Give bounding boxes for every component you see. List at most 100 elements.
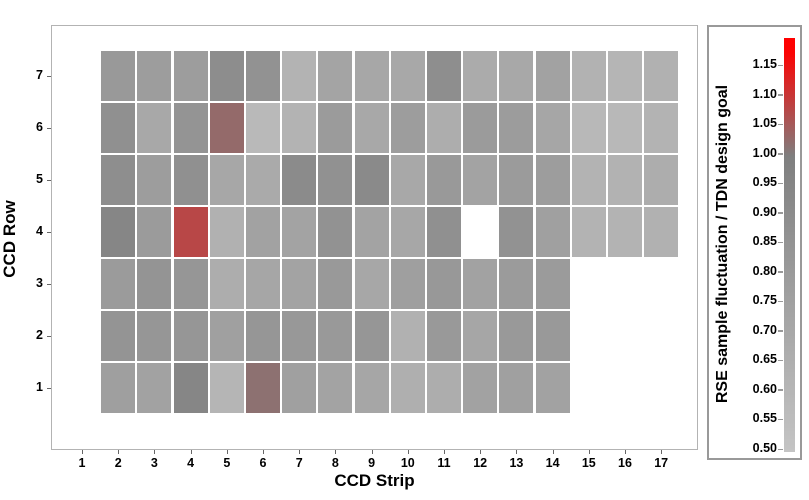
y-tick-mark [47,284,51,285]
heatmap-cell [354,155,389,205]
x-tick-label: 4 [187,456,195,470]
heatmap-cell [173,103,208,153]
y-tick-mark [47,180,51,181]
colorbar-tick-mark [778,418,783,421]
heatmap-cell [282,311,317,361]
y-tick-label: 1 [36,380,43,394]
heatmap-cell [101,51,136,101]
x-tick-label: 15 [581,456,596,470]
y-tick-label: 6 [36,120,43,134]
heatmap-cell [427,51,461,101]
heatmap-cell [318,259,353,309]
x-tick-mark [82,450,83,454]
x-tick-mark [625,450,626,454]
colorbar-tick-mark [778,448,783,451]
heatmap-cell [535,103,570,153]
colorbar-tick-mark [778,212,783,214]
heatmap-cell [209,51,244,101]
heatmap-cell [173,363,208,413]
heatmap-cell [282,155,317,205]
x-tick-mark [226,450,228,454]
colorbar-tick-label: 1.10 [752,86,777,101]
colorbar-tick-label: 0.55 [752,411,777,426]
heatmap-cell [101,103,136,153]
heatmap-cell [354,363,389,413]
heatmap-cell [209,207,244,257]
colorbar-tick-mark [778,123,783,126]
y-tick-mark [47,388,51,389]
heatmap-cell [644,103,679,153]
x-tick-label: 6 [259,456,267,470]
heatmap-cell [644,155,679,205]
heatmap-cell [390,259,425,309]
x-tick-label: 11 [437,456,451,470]
heatmap-cell [499,103,534,153]
colorbar-tick-label: 1.15 [752,57,777,71]
heatmap-cell [318,103,353,153]
y-tick-label: 3 [36,276,43,290]
heatmap-cell [282,207,317,257]
x-tick-label: 13 [509,456,524,470]
x-tick-mark [154,450,156,454]
colorbar-tick-mark [778,64,783,66]
heatmap-cell [463,363,498,413]
heatmap-cell [173,51,208,101]
colorbar-tick-label: 0.85 [752,234,777,249]
x-tick-mark [190,450,192,454]
x-tick-label: 1 [78,456,86,470]
heatmap-cell [644,51,679,101]
heatmap-cell [463,259,498,309]
x-tick-mark [444,450,445,454]
heatmap-cell [499,363,534,413]
heatmap-cell [535,207,570,257]
heatmap-cell [427,103,461,153]
x-tick-label: 9 [368,456,376,470]
x-tick-label: 12 [473,456,488,470]
colorbar-tick-label: 0.95 [752,175,777,190]
heatmap-cell [608,51,642,101]
heatmap-cell [173,207,208,257]
heatmap-cell [463,51,498,101]
heatmap-cell [535,311,570,361]
heatmap-cell [463,155,498,205]
heatmap-cell [318,311,353,361]
x-tick-label: 16 [618,456,632,470]
heatmap-cell [318,51,353,101]
heatmap-cell [246,155,280,205]
heatmap-cell [246,259,280,309]
colorbar-tick-mark [778,359,783,362]
y-tick-mark [47,76,51,77]
heatmap-cell [318,207,353,257]
heatmap-cell [499,259,534,309]
heatmap-cell [535,259,570,309]
heatmap-cell [499,155,534,205]
heatmap-cell [571,103,606,153]
heatmap-cell [390,311,425,361]
x-tick-mark [516,450,518,454]
colorbar-tick-label: 1.00 [752,145,777,160]
heatmap-cell [535,363,570,413]
x-tick-mark [588,450,590,454]
y-axis-label: CCD Row [0,200,19,278]
heatmap-cell [173,311,208,361]
heatmap-cell [209,259,244,309]
y-tick-mark [47,336,51,337]
colorbar-tick-label: 0.50 [752,441,777,456]
x-tick-mark [552,450,554,454]
heatmap-cell [535,51,570,101]
heatmap-cell [499,51,534,101]
colorbar-tick-mark [778,241,783,244]
heatmap-cell [608,155,642,205]
heatmap-cell [246,311,280,361]
colorbar-tick-mark [778,300,783,303]
heatmap-cell [137,207,172,257]
heatmap-cell [427,259,461,309]
heatmap-cell [354,51,389,101]
heatmap-cell [137,363,172,413]
heatmap-cell [463,311,498,361]
heatmap-cell [101,207,136,257]
colorbar-tick-mark [778,389,783,391]
y-tick-mark [47,128,51,129]
heatmap-cell [282,103,317,153]
colorbar-tick-mark [778,94,783,96]
